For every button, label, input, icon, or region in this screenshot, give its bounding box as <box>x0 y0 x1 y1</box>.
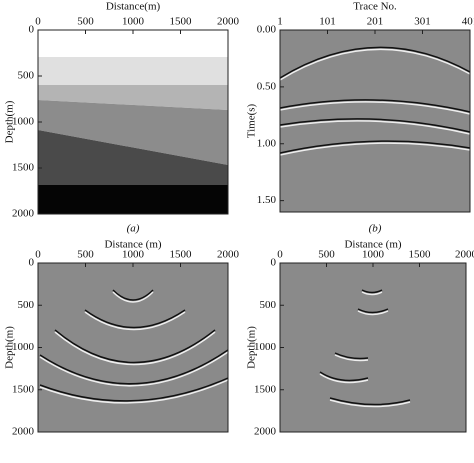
y-axis-label: Depth(m) <box>4 100 16 143</box>
y-tick-label: 2000 <box>12 208 35 220</box>
x-axis-label: Distance (m) <box>104 239 161 251</box>
y-tick-label: 1500 <box>12 162 35 174</box>
y-axis-label: Depth(m) <box>4 326 16 369</box>
velocity-model <box>38 30 228 214</box>
y-tick-label: 1.50 <box>257 194 277 206</box>
migration-image <box>280 263 466 432</box>
panel-caption: (a) <box>127 223 140 235</box>
y-tick-label: 0 <box>29 24 35 36</box>
y-tick-label: 2000 <box>12 426 35 438</box>
y-tick-label: 500 <box>260 299 277 311</box>
y-tick-label: 500 <box>18 70 35 82</box>
x-tick-label: 0 <box>277 249 283 261</box>
x-tick-label: 1000 <box>122 249 145 261</box>
y-tick-label: 1000 <box>254 341 277 353</box>
x-tick-label: 2000 <box>217 16 240 28</box>
y-tick-label: 1.00 <box>257 137 277 149</box>
x-tick-label: 1500 <box>170 16 193 28</box>
x-tick-label: 301 <box>414 16 431 28</box>
x-axis-label: Trace No. <box>353 1 397 13</box>
y-axis-label: Time(s) <box>246 103 258 138</box>
x-tick-label: 0 <box>35 249 41 261</box>
y-tick-label: 500 <box>18 299 35 311</box>
migration-image <box>38 263 229 432</box>
x-tick-label: 1500 <box>170 249 193 261</box>
x-tick-label: 500 <box>77 16 94 28</box>
x-tick-label: 2000 <box>217 249 240 261</box>
y-tick-label: 1000 <box>12 341 35 353</box>
panel-caption: (b) <box>369 223 382 235</box>
x-tick-label: 1000 <box>122 16 145 28</box>
x-tick-label: 500 <box>77 249 94 261</box>
y-tick-label: 1500 <box>254 383 277 395</box>
x-axis-label: Distance (m) <box>344 239 401 251</box>
x-tick-label: 2000 <box>455 249 474 261</box>
y-tick-label: 0 <box>271 257 277 269</box>
x-axis-label: Distance(m) <box>106 1 161 13</box>
y-axis-label: Depth(m) <box>246 326 258 369</box>
x-tick-label: 1 <box>277 16 283 28</box>
y-tick-label: 1000 <box>12 116 35 128</box>
y-tick-label: 1500 <box>12 383 35 395</box>
x-tick-label: 401 <box>462 16 474 28</box>
y-tick-label: 2000 <box>254 426 277 438</box>
x-tick-label: 1500 <box>409 249 432 261</box>
x-tick-label: 1000 <box>362 249 385 261</box>
seismic-gather <box>279 30 471 212</box>
y-tick-label: 0 <box>29 257 35 269</box>
y-tick-label: 0.50 <box>257 80 277 92</box>
x-tick-label: 201 <box>367 16 384 28</box>
x-tick-label: 101 <box>319 16 336 28</box>
x-tick-label: 500 <box>318 249 335 261</box>
y-tick-label: 0.00 <box>257 24 277 36</box>
x-tick-label: 0 <box>35 16 41 28</box>
